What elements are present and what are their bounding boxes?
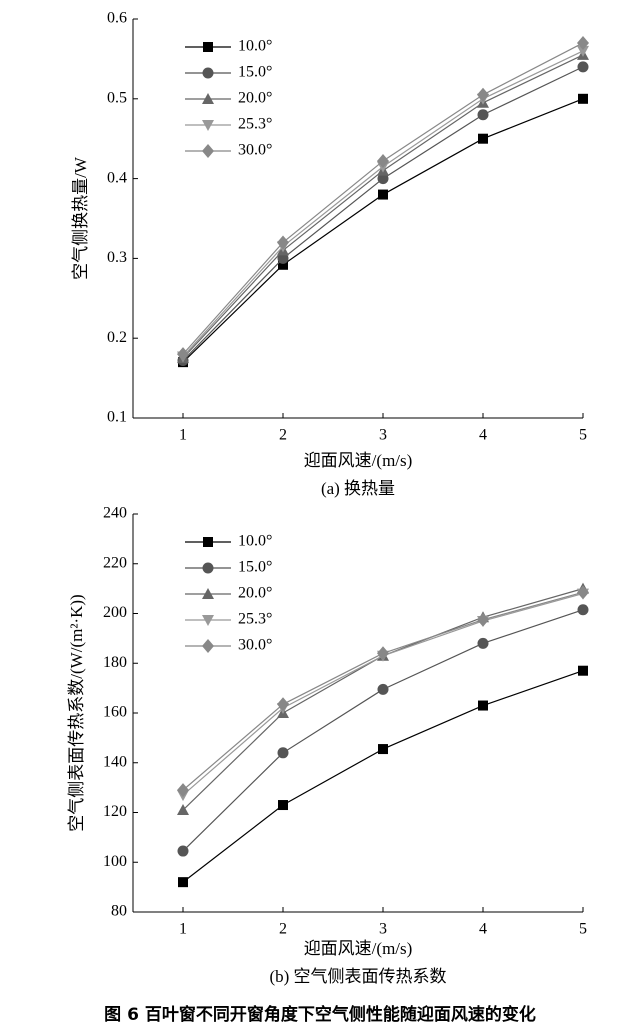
y-tick-label: 0.5 xyxy=(107,89,127,106)
marker xyxy=(203,42,213,52)
marker xyxy=(202,562,214,574)
legend-label: 30.0° xyxy=(238,142,272,159)
marker xyxy=(478,700,488,711)
marker xyxy=(478,133,488,144)
marker xyxy=(277,697,289,712)
x-tick-label: 3 xyxy=(379,921,387,938)
marker xyxy=(577,35,589,50)
marker xyxy=(178,877,188,888)
marker xyxy=(202,120,214,131)
marker xyxy=(278,800,288,811)
y-axis-label: 空气侧换热量/W xyxy=(71,156,90,280)
marker xyxy=(378,744,388,755)
y-axis-label: 空气侧表面传热系数/(W/(m²·K)) xyxy=(67,594,86,831)
y-tick-label: 220 xyxy=(103,554,127,571)
marker xyxy=(177,845,189,857)
x-tick-label: 5 xyxy=(579,921,587,938)
marker xyxy=(277,252,289,264)
marker xyxy=(577,61,589,73)
marker xyxy=(377,646,389,661)
y-tick-label: 0.6 xyxy=(107,10,127,27)
x-tick-label: 3 xyxy=(379,427,387,444)
x-tick-label: 2 xyxy=(279,427,287,444)
marker xyxy=(177,347,189,362)
x-axis-label: 迎面风速/(m/s) xyxy=(304,939,413,958)
chart-title: (b) 空气侧表面传热系数 xyxy=(269,967,446,986)
y-tick-label: 100 xyxy=(103,853,127,870)
legend-label: 25.3° xyxy=(238,116,272,133)
marker xyxy=(202,93,214,104)
marker xyxy=(477,109,489,121)
marker xyxy=(203,537,213,547)
x-tick-label: 4 xyxy=(479,921,487,938)
marker xyxy=(202,615,214,626)
marker xyxy=(377,683,389,695)
marker xyxy=(477,637,489,649)
y-tick-label: 180 xyxy=(103,654,127,671)
figure-caption: 图 6 百叶窗不同开窗角度下空气侧性能随迎面风速的变化 xyxy=(104,1004,536,1025)
marker xyxy=(577,585,589,600)
marker xyxy=(277,235,289,250)
legend-label: 10.0° xyxy=(238,38,272,55)
marker xyxy=(202,588,214,599)
marker xyxy=(377,154,389,169)
series-line xyxy=(182,670,584,883)
marker xyxy=(277,747,289,759)
y-tick-label: 200 xyxy=(103,604,127,621)
series-line xyxy=(182,98,584,363)
marker xyxy=(177,804,189,816)
marker xyxy=(377,173,389,185)
plot-frame xyxy=(133,19,583,418)
x-axis-label: 迎面风速/(m/s) xyxy=(304,451,413,470)
y-tick-label: 0.4 xyxy=(107,169,127,186)
marker xyxy=(577,45,589,57)
y-tick-label: 160 xyxy=(103,704,127,721)
x-tick-label: 1 xyxy=(179,921,187,938)
legend-label: 20.0° xyxy=(238,585,272,602)
y-tick-label: 0.1 xyxy=(107,409,127,426)
series-line xyxy=(182,66,584,361)
marker xyxy=(577,604,589,616)
marker xyxy=(202,67,214,79)
y-tick-label: 140 xyxy=(103,753,127,770)
marker xyxy=(477,87,489,102)
marker xyxy=(578,665,588,676)
x-tick-label: 4 xyxy=(479,427,487,444)
legend-label: 30.0° xyxy=(238,637,272,654)
y-tick-label: 120 xyxy=(103,803,127,820)
legend-label: 15.0° xyxy=(238,559,272,576)
x-tick-label: 2 xyxy=(279,921,287,938)
y-tick-label: 0.3 xyxy=(107,249,127,266)
x-tick-label: 5 xyxy=(579,427,587,444)
legend-label: 15.0° xyxy=(238,64,272,81)
chart-title: (a) 换热量 xyxy=(321,479,395,498)
legend-label: 10.0° xyxy=(238,533,272,550)
plot-frame xyxy=(133,514,583,912)
marker xyxy=(202,639,214,653)
marker xyxy=(477,612,489,627)
legend-label: 20.0° xyxy=(238,90,272,107)
y-tick-label: 0.2 xyxy=(107,329,127,346)
marker xyxy=(202,144,214,158)
y-tick-label: 80 xyxy=(111,903,127,920)
marker xyxy=(578,93,588,104)
marker xyxy=(278,259,288,270)
legend-label: 25.3° xyxy=(238,611,272,628)
marker xyxy=(378,189,388,200)
marker xyxy=(177,783,189,798)
x-tick-label: 1 xyxy=(179,427,187,444)
y-tick-label: 240 xyxy=(103,505,127,522)
